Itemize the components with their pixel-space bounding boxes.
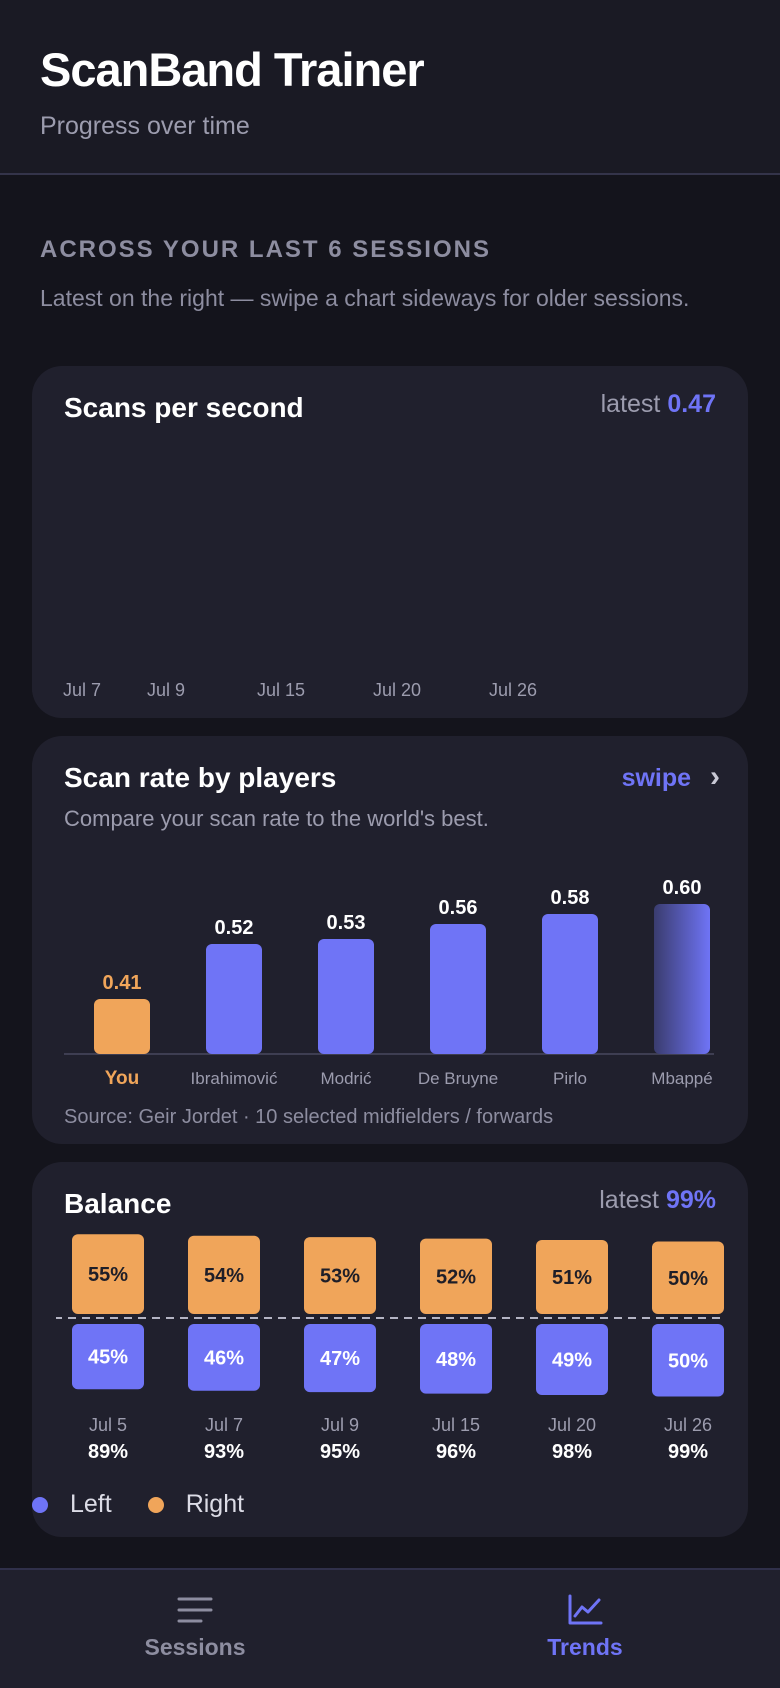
balance-left-value: 46% [204, 1347, 244, 1369]
player-bar [206, 944, 262, 1054]
scans-latest: latest 0.47 [601, 390, 716, 419]
scans-x-tick-label: Jul 7 [63, 680, 101, 700]
balance-right-value: 54% [204, 1265, 244, 1287]
balance-x-tick-label: Jul 15 [432, 1415, 480, 1435]
tab-trends[interactable]: Trends [485, 1594, 685, 1661]
legend-right-dot [147, 1496, 164, 1513]
balance-bar-chart[interactable]: even55%45%Jul 589%54%46%Jul 793%53%47%Ju… [32, 1162, 748, 1537]
balance-left-value: 50% [668, 1350, 708, 1372]
balance-left-bar [188, 1324, 260, 1391]
balance-right-value: 52% [436, 1266, 476, 1288]
player-bar [430, 924, 486, 1054]
balance-left-value: 47% [320, 1348, 360, 1370]
balance-right-value: 55% [88, 1264, 128, 1286]
trend-chart-icon [568, 1594, 603, 1625]
balance-scroll-fade [32, 1232, 56, 1472]
player-bar [318, 939, 374, 1054]
balance-left-bar [420, 1324, 492, 1394]
scans-card-title: Scans per second [64, 392, 304, 423]
balance-left-value: 49% [552, 1350, 592, 1372]
balance-right-value: 53% [320, 1266, 360, 1288]
player-bar [542, 914, 598, 1054]
player-name-label: You [105, 1068, 139, 1089]
player-name-label: Ibrahimović [191, 1069, 278, 1088]
player-name-label: Mbappé [651, 1069, 712, 1088]
latest-prefix: latest [600, 390, 661, 418]
app-title: ScanBand Trainer [40, 43, 425, 96]
balance-x-tick-label: Jul 9 [321, 1415, 359, 1435]
balance-right-bar [72, 1234, 144, 1314]
players-source: Source: Geir Jordet · 10 selected midfie… [64, 1106, 554, 1128]
player-bar-value: 0.60 [663, 877, 702, 899]
balance-right-bar [652, 1241, 724, 1314]
player-bar-value: 0.41 [103, 972, 142, 994]
balance-left-bar [72, 1324, 144, 1390]
swipe-hint[interactable]: swipe › [622, 760, 720, 794]
app-header: ScanBand Trainer Progress over time [0, 0, 780, 175]
players-scroll-fade [714, 926, 748, 1096]
scans-x-tick-label: Jul 15 [257, 680, 305, 700]
players-bar-chart[interactable]: 0.41 You 0.52 Ibrahimović 0.53 Modrić 0.56 De B… [32, 736, 748, 1144]
player-name-label: Pirlo [553, 1069, 587, 1088]
scans-per-second-card[interactable]: Scans per second latest 0.47 Elite 0.500… [32, 366, 748, 718]
scans-x-tick-label: Jul 9 [147, 680, 185, 700]
balance-right-bar [420, 1238, 492, 1314]
balance-legend: Left Right [32, 1490, 244, 1519]
player-bar-value: 0.52 [215, 917, 254, 939]
balance-card[interactable]: Balance latest 99% even55%45%Jul 589%54%… [32, 1162, 748, 1537]
balance-x-tick-label: Jul 5 [89, 1415, 127, 1435]
balance-right-bar [188, 1235, 260, 1314]
scans-scroll-fade [32, 426, 58, 716]
balance-left-bar [652, 1324, 724, 1397]
balance-left-value: 48% [436, 1349, 476, 1371]
latest-value: 99% [665, 1186, 716, 1214]
scans-x-tick-label: Jul 20 [373, 680, 421, 700]
player-bar-value: 0.56 [439, 897, 478, 919]
balance-latest: latest 99% [599, 1186, 716, 1215]
balance-left-value: 45% [88, 1347, 128, 1369]
app-subtitle: Progress over time [40, 112, 250, 140]
legend-right-label: Right [185, 1490, 245, 1518]
player-bar-value: 0.58 [551, 887, 590, 909]
list-icon [177, 1597, 213, 1623]
balance-right-value: 50% [668, 1268, 708, 1290]
balance-x-tick-label: Jul 7 [205, 1415, 243, 1435]
players-card[interactable]: Scan rate by players swipe › Compare you… [32, 736, 748, 1144]
tab-trends-label: Trends [547, 1634, 623, 1660]
balance-x-tick-label: Jul 26 [664, 1415, 712, 1435]
scans-x-tick-label: Jul 26 [489, 680, 537, 700]
legend-left-label: Left [70, 1490, 112, 1518]
balance-left-bar [536, 1324, 608, 1396]
balance-score-label: 95% [320, 1441, 360, 1463]
balance-x-tick-label: Jul 20 [548, 1415, 596, 1435]
chevron-right-icon: › [710, 760, 720, 793]
balance-score-label: 96% [436, 1441, 476, 1463]
players-card-title: Scan rate by players [64, 762, 337, 793]
player-bar [94, 999, 150, 1054]
balance-left-bar [304, 1324, 376, 1393]
balance-score-label: 99% [668, 1441, 708, 1463]
balance-right-bar [536, 1240, 608, 1314]
bottom-tab-bar: Sessions Trends [0, 1568, 780, 1688]
player-bar-value: 0.53 [327, 912, 366, 934]
balance-score-label: 89% [88, 1441, 128, 1463]
legend-left-dot [32, 1496, 48, 1513]
section-description: Latest on the right — swipe a chart side… [40, 285, 690, 311]
players-card-subtitle: Compare your scan rate to the world's be… [64, 806, 489, 831]
balance-card-title: Balance [64, 1188, 172, 1219]
balance-score-label: 98% [552, 1441, 592, 1463]
swipe-label: swipe [621, 764, 692, 792]
player-name-label: De Bruyne [418, 1069, 498, 1088]
section-heading: ACROSS YOUR LAST 6 SESSIONS [40, 236, 491, 263]
tab-sessions[interactable]: Sessions [95, 1594, 295, 1661]
latest-prefix: latest [599, 1186, 659, 1214]
latest-value: 0.47 [667, 390, 716, 418]
player-bar [654, 904, 710, 1054]
balance-right-value: 51% [552, 1267, 592, 1289]
tab-sessions-label: Sessions [144, 1634, 246, 1660]
scans-line-chart[interactable]: Elite 0.500.38Jul 70.40Jul 90.42Jul 150.… [32, 366, 748, 718]
balance-score-label: 93% [204, 1441, 244, 1463]
balance-right-bar [304, 1237, 376, 1314]
player-name-label: Modrić [320, 1069, 372, 1088]
